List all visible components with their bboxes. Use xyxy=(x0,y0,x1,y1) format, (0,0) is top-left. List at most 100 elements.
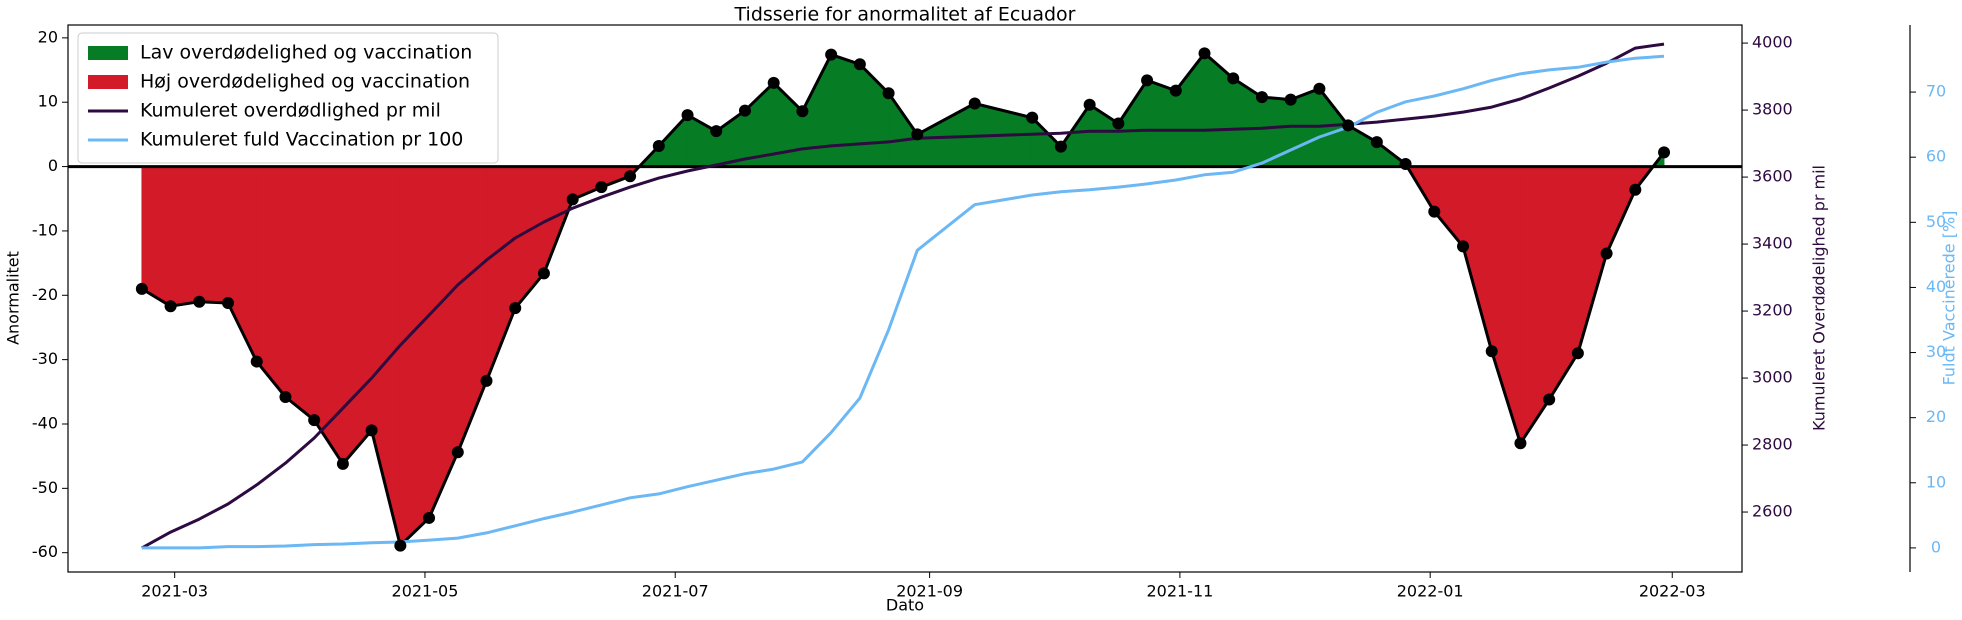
x-tick-label: 2021-03 xyxy=(141,582,208,601)
x-tick-label: 2022-03 xyxy=(1639,582,1706,601)
point xyxy=(1083,98,1096,111)
point xyxy=(222,297,235,310)
y-tick-label: -20 xyxy=(32,285,58,304)
y3-tick-label: 70 xyxy=(1926,82,1946,101)
fill-below xyxy=(399,166,430,547)
y2-axis-label: Kumuleret Overdødelighed pr mil xyxy=(1810,165,1829,431)
line-layer xyxy=(68,42,1742,552)
y2-tick-label: 2600 xyxy=(1752,502,1793,521)
y-tick-label: -60 xyxy=(32,542,58,561)
fill-below xyxy=(285,166,315,421)
point xyxy=(1026,111,1039,124)
fill-layer xyxy=(141,52,1665,547)
point xyxy=(882,87,895,100)
point xyxy=(480,374,493,387)
point xyxy=(825,48,838,61)
legend-label: Høj overdødelighed og vaccination xyxy=(140,71,470,93)
point xyxy=(1600,247,1613,260)
point xyxy=(1658,146,1671,159)
y2-tick-label: 3000 xyxy=(1752,368,1793,387)
point xyxy=(1428,205,1441,218)
point xyxy=(509,302,522,315)
point xyxy=(451,446,464,459)
x-tick-label: 2022-01 xyxy=(1397,582,1464,601)
x-tick-label: 2021-05 xyxy=(392,582,459,601)
legend-swatch xyxy=(88,75,128,89)
fill-below xyxy=(1548,166,1579,401)
y3-tick-label: 10 xyxy=(1926,472,1946,491)
fill-below xyxy=(486,166,516,382)
legend-swatch xyxy=(88,46,128,60)
point xyxy=(250,355,263,368)
y-tick-label: 0 xyxy=(48,156,58,175)
y3-axis-label: Fuldt Vaccinerede [%] xyxy=(1940,211,1959,386)
fill-below xyxy=(1433,166,1464,248)
fill-above xyxy=(830,54,861,167)
point xyxy=(308,414,321,427)
point xyxy=(1514,437,1527,450)
legend-label: Lav overdødelighed og vaccination xyxy=(140,42,472,64)
point xyxy=(1112,117,1125,130)
point xyxy=(1284,93,1297,106)
y-tick-label: 20 xyxy=(38,27,58,46)
point xyxy=(1227,72,1240,85)
point xyxy=(1342,119,1355,132)
fill-above xyxy=(1060,103,1091,167)
point xyxy=(738,104,751,117)
chart-title: Tidsserie for anormalitet af Ecuador xyxy=(734,4,1076,26)
point xyxy=(853,58,866,71)
point xyxy=(624,170,637,183)
point xyxy=(566,193,579,206)
point xyxy=(1141,74,1154,87)
point xyxy=(968,97,981,110)
point xyxy=(365,424,378,437)
point xyxy=(135,282,148,295)
point xyxy=(394,539,407,552)
y3-tick-label: 50 xyxy=(1926,212,1946,231)
y2-tick-label: 2800 xyxy=(1752,435,1793,454)
point xyxy=(164,300,177,313)
point xyxy=(1169,84,1182,97)
y3-tick-label: 60 xyxy=(1926,147,1946,166)
y2-tick-label: 3400 xyxy=(1752,234,1793,253)
fill-below xyxy=(1577,166,1608,354)
point xyxy=(1399,158,1412,171)
point xyxy=(279,390,292,403)
point xyxy=(336,457,349,470)
x-tick-label: 2021-09 xyxy=(896,582,963,601)
y3-tick-label: 40 xyxy=(1926,277,1946,296)
y-tick-label: -40 xyxy=(32,413,58,432)
x-tick-label: 2021-07 xyxy=(642,582,709,601)
legend-box xyxy=(77,32,499,164)
legend-label: Kumuleret overdødlighed pr mil xyxy=(140,100,441,122)
y2-tick-label: 3200 xyxy=(1752,301,1793,320)
fill-above xyxy=(1204,52,1234,167)
point xyxy=(1370,136,1383,149)
series-line xyxy=(141,54,1665,550)
y2-tick-label: 3800 xyxy=(1752,100,1793,119)
point xyxy=(595,181,608,194)
point xyxy=(1255,91,1268,104)
x-axis-label: Dato xyxy=(886,596,924,615)
y3-tick-label: 30 xyxy=(1926,342,1946,361)
fill-below xyxy=(457,166,487,453)
point xyxy=(652,139,665,152)
point xyxy=(681,109,694,122)
y2-tick-label: 4000 xyxy=(1752,33,1793,52)
y-axis-label: Anormalitet xyxy=(4,251,23,345)
point xyxy=(911,128,924,141)
y3-tick-label: 0 xyxy=(1931,537,1941,556)
fill-above xyxy=(1232,77,1263,167)
point xyxy=(537,267,550,280)
fill-below xyxy=(514,166,545,310)
y2-tick-label: 3600 xyxy=(1752,167,1793,186)
point xyxy=(710,125,723,138)
legend-label: Kumuleret fuld Vaccination pr 100 xyxy=(140,129,463,151)
point xyxy=(1054,140,1067,153)
point xyxy=(1313,82,1326,95)
point xyxy=(1543,393,1556,406)
y-tick-label: -50 xyxy=(32,478,58,497)
point xyxy=(1485,345,1498,358)
series-line xyxy=(141,42,1665,550)
